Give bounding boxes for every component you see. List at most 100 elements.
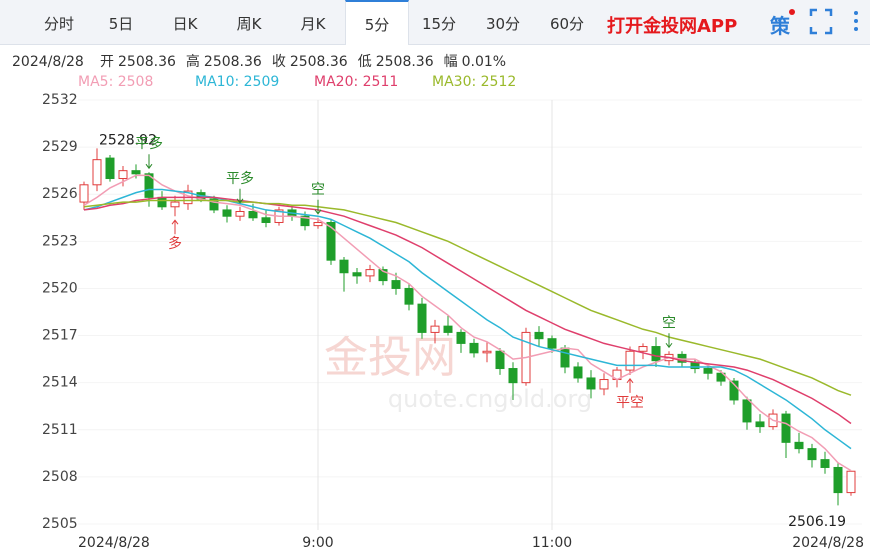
candle-body: [560, 347, 570, 368]
info-value: 2508.36: [118, 54, 176, 70]
tab[interactable]: 30分: [485, 15, 521, 33]
tab-bar: 分时 5日 日K 周K 月K 5分 15分 30分 60分: [0, 0, 870, 45]
signal-arrow-head: [171, 219, 179, 225]
candle-body: [625, 350, 635, 371]
y-tick-label: 2517: [42, 328, 78, 344]
legend-entry: MA5: 2508: [78, 74, 153, 90]
info-value: 0.01%: [462, 54, 506, 70]
tab[interactable]: 5日: [108, 15, 134, 33]
y-tick-label: 2508: [42, 469, 78, 485]
candle-body: [92, 159, 102, 186]
candle-body: [326, 221, 336, 261]
legend-entry: MA20: 2511: [314, 74, 398, 90]
watermark-site: quote.cngold.org: [388, 385, 592, 413]
candle-body: [404, 287, 414, 305]
info-label: 开: [100, 54, 114, 70]
candle-body: [300, 215, 310, 227]
candle-body: [638, 346, 648, 352]
candle-body: [222, 209, 232, 217]
candle-body: [378, 269, 388, 282]
info-label: 低: [358, 54, 372, 70]
signal-arrow-head: [626, 377, 634, 384]
legend-entry: MA30: 2512: [432, 74, 516, 90]
y-tick-label: 2532: [42, 92, 78, 108]
info-label: 幅: [444, 54, 458, 70]
signal-label: 平多: [135, 135, 163, 152]
more-icon[interactable]: [854, 11, 858, 31]
candle-body: [365, 269, 375, 277]
candle-body: [586, 377, 596, 390]
signal-label: 多: [168, 235, 182, 252]
strategy-icon[interactable]: 策: [770, 14, 790, 38]
candle-body: [794, 441, 804, 450]
candle-body: [807, 448, 817, 461]
y-tick-label: 2514: [42, 375, 78, 391]
x-tick-label: 11:00: [532, 535, 572, 551]
candle-body: [495, 350, 505, 370]
tab[interactable]: 日K: [172, 15, 198, 33]
ma-line: [83, 174, 852, 472]
watermark-brand: 金投网: [324, 332, 456, 383]
candle-body: [833, 466, 843, 494]
candle-body: [534, 331, 544, 340]
candle-body: [547, 338, 557, 349]
candle-body: [391, 280, 401, 289]
tab[interactable]: 60分: [549, 15, 585, 33]
candle-body: [118, 170, 128, 180]
tab[interactable]: 5分: [345, 0, 409, 45]
candle-body: [261, 217, 271, 223]
candle-body: [313, 221, 323, 227]
candle-body: [157, 196, 167, 208]
tab[interactable]: 15分: [421, 15, 457, 33]
candle-body: [703, 368, 713, 374]
candle-body: [651, 346, 661, 362]
candle-body: [716, 372, 726, 382]
signal-label: 空: [662, 315, 676, 331]
candle-body: [235, 210, 245, 217]
candle-body: [79, 184, 89, 203]
x-tick-label: 9:00: [302, 535, 333, 551]
candle-body: [781, 413, 791, 443]
tab[interactable]: 分时: [43, 15, 74, 33]
candle-body: [443, 325, 453, 333]
candle-body: [209, 198, 219, 211]
candle-body: [599, 379, 609, 390]
candle-body: [339, 259, 349, 274]
high-label: 2528.92: [99, 132, 157, 148]
ma-line: [83, 196, 852, 425]
y-tick-label: 2511: [42, 422, 78, 438]
signal-arrow-head: [665, 342, 673, 349]
candle-body: [456, 331, 466, 344]
tab[interactable]: 月K: [300, 15, 326, 33]
candle-body: [508, 368, 518, 384]
y-tick-label: 2529: [42, 139, 78, 155]
candle-body: [131, 170, 141, 175]
app-link[interactable]: 打开金投网APP: [607, 16, 738, 37]
candle-body: [352, 272, 362, 277]
signal-arrow-head: [236, 198, 244, 204]
candle-body: [755, 421, 765, 428]
signal-label: 平空: [616, 395, 644, 411]
candle-body: [417, 303, 427, 333]
info-value: 2508.36: [376, 54, 434, 70]
candle-body: [742, 399, 752, 423]
y-tick-label: 2523: [42, 233, 78, 249]
y-tick-label: 2520: [42, 280, 78, 296]
expand-icon[interactable]: [809, 8, 833, 35]
candle-body: [846, 470, 856, 494]
info-value: 2508.36: [204, 54, 262, 70]
tab[interactable]: 周K: [236, 15, 262, 33]
signal-label: 平多: [226, 170, 254, 187]
info-date: 2024/8/28: [12, 54, 84, 70]
legend-entry: MA10: 2509: [195, 74, 279, 90]
x-tick-label: 2024/8/28: [792, 535, 864, 551]
signal-label: 空: [311, 182, 325, 198]
candle-body: [729, 380, 739, 401]
x-tick-label: 2024/8/28: [78, 535, 150, 551]
info-value: 2508.36: [290, 54, 348, 70]
badge-dot: [789, 9, 795, 15]
candle-body: [573, 366, 583, 379]
low-label: 2506.19: [788, 514, 846, 530]
